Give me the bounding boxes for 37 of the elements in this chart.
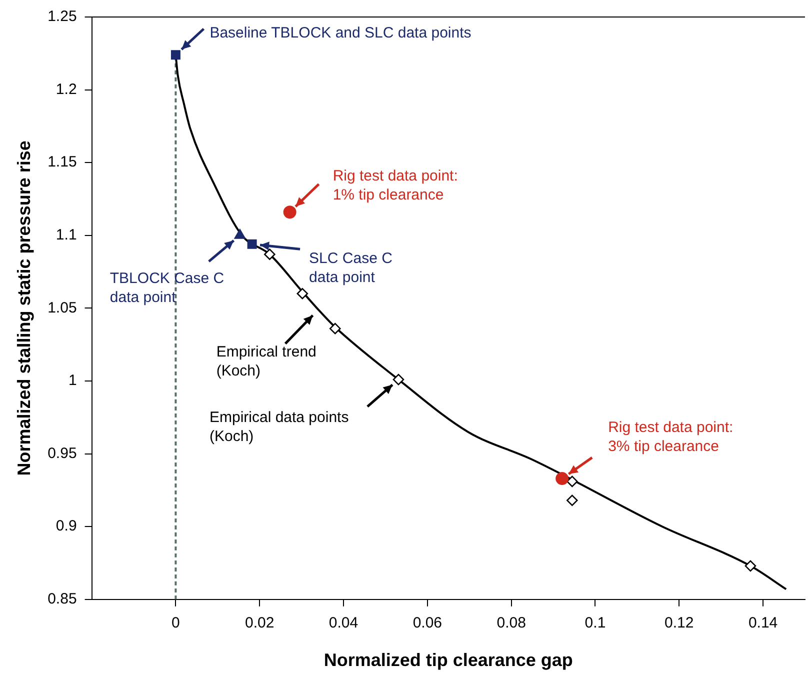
- annotation: Empirical data points (Koch): [209, 409, 349, 446]
- y-tick-label: 1: [68, 372, 77, 390]
- point: [247, 239, 257, 249]
- x-tick-label: 0: [172, 614, 180, 632]
- point: [264, 248, 276, 260]
- point: [556, 472, 569, 486]
- x-tick-label: 0.04: [328, 614, 358, 632]
- point: [744, 560, 756, 572]
- y-tick-label: 1.05: [48, 299, 77, 316]
- x-tick-label: 0.1: [584, 614, 606, 632]
- x-axis-title: Normalized tip clearance gap: [324, 650, 573, 670]
- point: [392, 374, 404, 386]
- point: [566, 494, 578, 506]
- point: [170, 50, 180, 60]
- point: [283, 206, 296, 219]
- annotation: Rig test data point: 1% tip clearance: [332, 168, 458, 204]
- y-tick-label: 1.2: [56, 80, 77, 98]
- x-tick-label: 0.08: [496, 614, 526, 632]
- y-tick-label: 0.9: [56, 518, 77, 535]
- point: [329, 322, 341, 334]
- y-axis-title: Normalized stalling static pressure rise: [14, 140, 34, 476]
- y-tick-label: 1.15: [48, 154, 77, 171]
- x-tick-label: 0.06: [412, 614, 442, 632]
- y-tick-label: 1.1: [56, 226, 77, 244]
- annotation: TBLOCK Case C data point: [110, 270, 224, 306]
- annotation: Empirical trend (Koch): [216, 343, 316, 380]
- y-tick-label: 1.25: [48, 8, 77, 26]
- y-tick-label: 0.95: [48, 444, 77, 462]
- point: [296, 288, 308, 300]
- annotation: Baseline TBLOCK and SLC data points: [210, 24, 472, 42]
- annotation: Rig test data point: 3% tip clearance: [608, 419, 734, 456]
- x-tick-label: 0.14: [748, 614, 778, 632]
- point: [566, 476, 578, 488]
- y-tick-label: 0.85: [48, 590, 77, 608]
- annotation: SLC Case C data point: [309, 250, 393, 286]
- x-tick-label: 0.02: [245, 614, 274, 632]
- x-tick-label: 0.12: [664, 614, 694, 632]
